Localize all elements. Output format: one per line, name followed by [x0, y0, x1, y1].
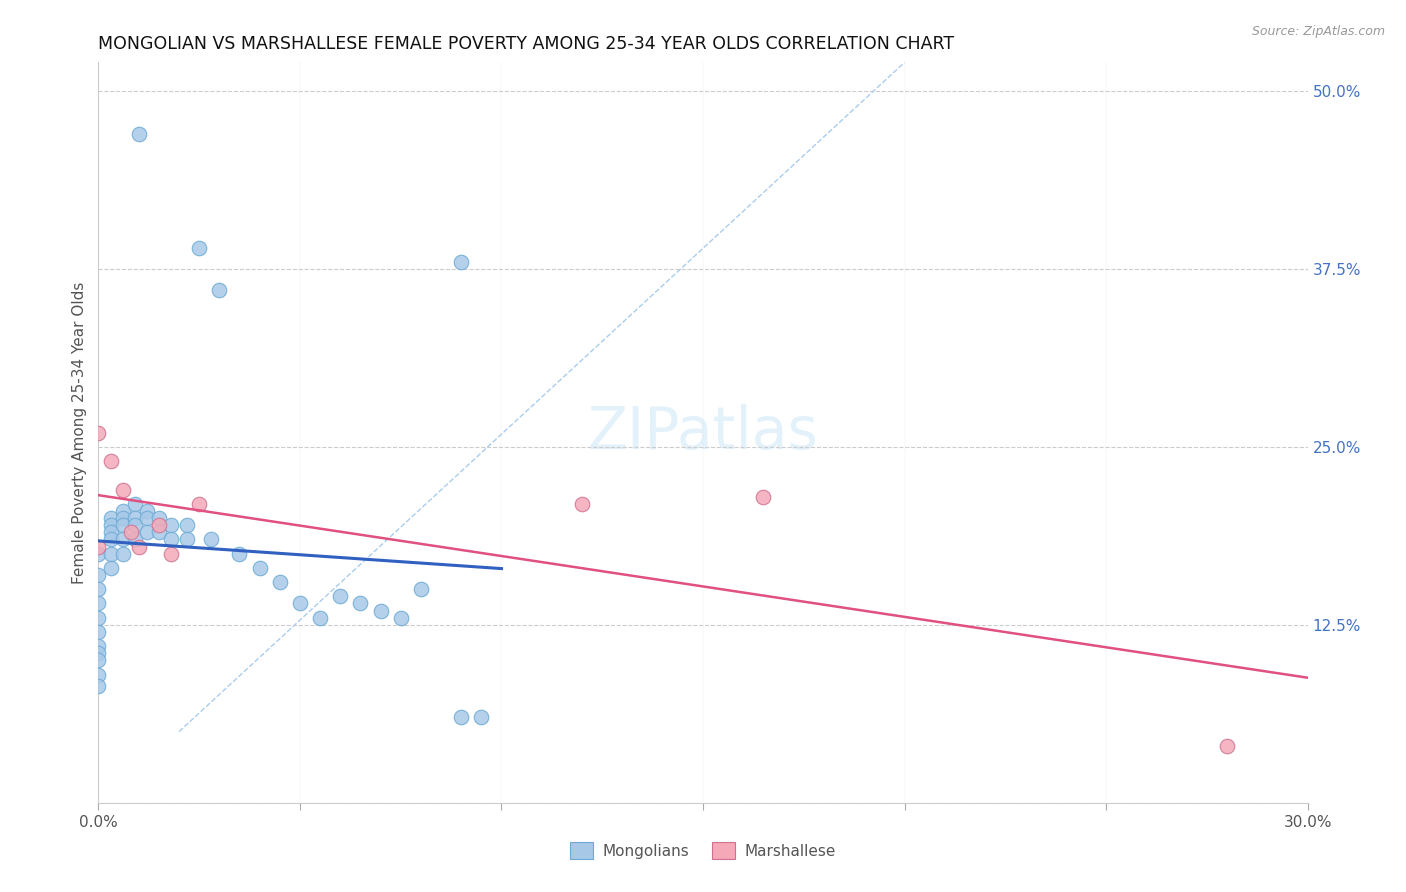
Point: [176, 533, 198, 547]
Point: [135, 525, 157, 540]
Point: [100, 547, 122, 561]
Point: [87, 610, 110, 624]
Point: [120, 525, 142, 540]
Point: [111, 547, 134, 561]
Point: [124, 518, 146, 533]
Point: [111, 483, 134, 497]
Point: [309, 610, 332, 624]
Point: [470, 710, 492, 724]
Point: [111, 504, 134, 518]
Point: [100, 525, 122, 540]
Point: [111, 533, 134, 547]
Point: [87, 679, 110, 693]
Point: [200, 533, 222, 547]
Point: [160, 533, 183, 547]
Point: [87, 540, 110, 554]
Point: [160, 518, 183, 533]
Point: [176, 518, 198, 533]
Point: [100, 533, 122, 547]
Point: [87, 568, 110, 582]
Point: [160, 547, 183, 561]
Point: [450, 710, 472, 724]
Point: [128, 127, 150, 141]
Text: ZIPatlas: ZIPatlas: [588, 404, 818, 461]
Point: [100, 454, 122, 468]
Point: [269, 575, 291, 590]
Point: [450, 254, 472, 268]
Point: [87, 624, 110, 639]
Point: [148, 511, 170, 525]
Point: [87, 597, 110, 611]
Point: [87, 653, 110, 667]
Point: [124, 511, 146, 525]
Point: [389, 610, 412, 624]
Point: [87, 547, 110, 561]
Point: [124, 533, 146, 547]
Point: [188, 240, 211, 255]
Point: [370, 604, 392, 618]
Legend: Mongolians, Marshallese: Mongolians, Marshallese: [564, 836, 842, 865]
Point: [87, 425, 110, 440]
Point: [329, 590, 352, 604]
Text: MONGOLIAN VS MARSHALLESE FEMALE POVERTY AMONG 25-34 YEAR OLDS CORRELATION CHART: MONGOLIAN VS MARSHALLESE FEMALE POVERTY …: [98, 35, 955, 53]
Y-axis label: Female Poverty Among 25-34 Year Olds: Female Poverty Among 25-34 Year Olds: [72, 282, 87, 583]
Point: [409, 582, 432, 597]
Point: [100, 511, 122, 525]
Point: [571, 497, 593, 511]
Point: [148, 525, 170, 540]
Point: [208, 283, 231, 297]
Point: [100, 518, 122, 533]
Point: [135, 504, 157, 518]
Point: [87, 667, 110, 681]
Point: [1216, 739, 1239, 753]
Point: [249, 561, 271, 575]
Point: [148, 518, 170, 533]
Point: [228, 547, 250, 561]
Point: [752, 490, 775, 504]
Point: [111, 511, 134, 525]
Point: [124, 497, 146, 511]
Point: [135, 511, 157, 525]
Point: [87, 582, 110, 597]
Point: [128, 540, 150, 554]
Text: Source: ZipAtlas.com: Source: ZipAtlas.com: [1251, 25, 1385, 38]
Point: [188, 497, 211, 511]
Point: [349, 597, 371, 611]
Point: [288, 597, 311, 611]
Point: [87, 639, 110, 653]
Point: [111, 518, 134, 533]
Point: [100, 561, 122, 575]
Point: [87, 646, 110, 660]
